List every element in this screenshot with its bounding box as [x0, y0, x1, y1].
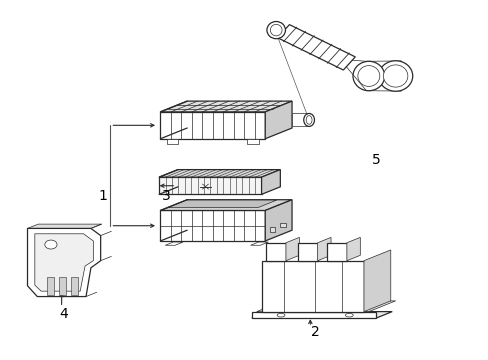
Polygon shape — [285, 237, 299, 261]
Ellipse shape — [378, 61, 412, 91]
Polygon shape — [277, 24, 355, 70]
Text: 2: 2 — [310, 325, 319, 339]
Polygon shape — [167, 200, 276, 208]
Polygon shape — [280, 223, 285, 227]
Polygon shape — [71, 277, 78, 295]
Polygon shape — [261, 170, 280, 194]
Polygon shape — [27, 224, 102, 228]
Polygon shape — [35, 234, 93, 291]
Polygon shape — [159, 177, 261, 194]
Polygon shape — [327, 243, 346, 261]
Polygon shape — [346, 237, 360, 261]
Polygon shape — [47, 277, 54, 295]
Polygon shape — [264, 101, 291, 139]
Ellipse shape — [383, 65, 407, 87]
Text: 3: 3 — [162, 189, 170, 203]
Text: 5: 5 — [371, 153, 380, 167]
Polygon shape — [269, 227, 275, 231]
Polygon shape — [264, 200, 291, 241]
Polygon shape — [251, 312, 391, 318]
Polygon shape — [366, 61, 401, 91]
Ellipse shape — [352, 61, 384, 91]
Polygon shape — [246, 139, 258, 144]
Polygon shape — [250, 242, 268, 245]
Ellipse shape — [45, 240, 57, 249]
Polygon shape — [266, 243, 285, 261]
Polygon shape — [261, 261, 363, 312]
Ellipse shape — [345, 314, 352, 317]
Ellipse shape — [305, 116, 311, 124]
Polygon shape — [165, 242, 183, 245]
Polygon shape — [317, 237, 330, 261]
Polygon shape — [298, 243, 317, 261]
Polygon shape — [166, 139, 178, 144]
Polygon shape — [27, 228, 101, 297]
Ellipse shape — [266, 22, 285, 39]
Polygon shape — [251, 312, 375, 318]
Polygon shape — [159, 170, 280, 177]
Polygon shape — [160, 101, 291, 112]
Polygon shape — [160, 200, 291, 211]
Polygon shape — [160, 112, 264, 139]
Polygon shape — [160, 211, 264, 241]
Ellipse shape — [270, 24, 282, 36]
Polygon shape — [256, 301, 395, 312]
Text: 4: 4 — [60, 307, 68, 321]
Ellipse shape — [303, 113, 314, 126]
Polygon shape — [59, 277, 66, 295]
Ellipse shape — [357, 66, 379, 86]
Polygon shape — [291, 113, 308, 126]
Polygon shape — [363, 250, 390, 312]
Text: 1: 1 — [99, 189, 107, 203]
Ellipse shape — [277, 314, 285, 317]
